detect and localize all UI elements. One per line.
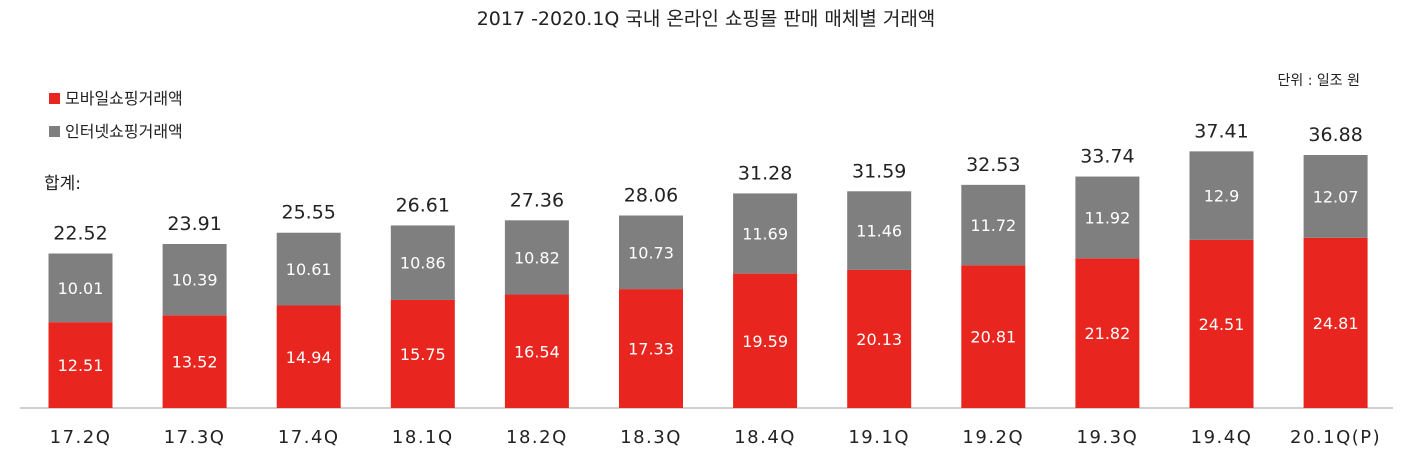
data-label-internet-10: 12.9: [1204, 187, 1240, 206]
total-label-1: 23.91: [167, 213, 221, 235]
x-tick-label-1: 17.3Q: [164, 427, 226, 448]
data-label-mobile-4: 16.54: [514, 342, 560, 361]
x-tick-label-2: 17.4Q: [278, 427, 340, 448]
data-label-mobile-2: 14.94: [286, 348, 332, 367]
bar-internet-11: [1303, 155, 1368, 238]
x-tick-label-4: 18.2Q: [506, 427, 568, 448]
bar-internet-3: [390, 225, 455, 300]
bar-internet-8: [961, 184, 1026, 266]
data-label-internet-3: 10.86: [400, 254, 446, 273]
total-label-5: 28.06: [624, 185, 678, 207]
total-label-7: 31.59: [852, 160, 906, 182]
x-tick-label-11: 20.1Q(P): [1290, 427, 1381, 448]
legend-label-mobile: 모바일쇼핑거래액: [65, 89, 183, 108]
data-label-mobile-7: 20.13: [856, 330, 902, 349]
bars-group: 12.51 10.01 22.52 17.2Q 13.52 10.39 23.91 17.3Q…: [48, 120, 1381, 448]
bar-internet-7: [847, 191, 912, 270]
bar-internet-9: [1075, 176, 1140, 259]
bar-mobile-5: [619, 289, 683, 408]
bar-internet-10: [1189, 151, 1254, 240]
bar-mobile-2: [276, 305, 341, 408]
data-label-internet-7: 11.46: [856, 222, 902, 241]
data-label-internet-4: 10.82: [514, 248, 560, 267]
data-label-mobile-1: 13.52: [172, 353, 218, 372]
bar-mobile-8: [961, 265, 1026, 408]
bar-mobile-4: [504, 294, 569, 408]
bar-mobile-7: [847, 269, 912, 408]
bar-internet-5: [619, 215, 683, 290]
total-label-3: 26.61: [396, 194, 450, 216]
data-label-internet-1: 10.39: [172, 271, 218, 290]
total-label-8: 32.53: [966, 154, 1020, 176]
x-tick-label-7: 19.1Q: [848, 427, 910, 448]
data-label-mobile-5: 17.33: [628, 340, 674, 359]
x-tick-label-9: 19.3Q: [1077, 427, 1139, 448]
total-label-6: 31.28: [738, 162, 792, 184]
data-label-internet-0: 10.01: [58, 279, 104, 298]
bar-mobile-9: [1075, 258, 1140, 408]
legend-swatch-mobile: [49, 93, 60, 104]
data-label-internet-6: 11.69: [742, 225, 788, 244]
bar-internet-6: [733, 193, 798, 274]
total-label: 합계:: [44, 174, 81, 194]
unit-label: 단위 : 일조 원: [1278, 73, 1360, 89]
bar-internet-0: [48, 253, 113, 323]
total-label-10: 37.41: [1194, 120, 1248, 142]
legend-swatch-internet: [49, 126, 60, 137]
data-label-internet-9: 11.92: [1084, 208, 1130, 227]
bar-internet-1: [162, 243, 227, 316]
data-label-mobile-0: 12.51: [58, 356, 104, 375]
bar-internet-2: [276, 232, 341, 306]
legend: 모바일쇼핑거래액 인터넷쇼핑거래액: [49, 89, 183, 141]
total-label-11: 36.88: [1308, 124, 1362, 146]
bar-mobile-10: [1189, 239, 1254, 408]
data-label-internet-2: 10.61: [286, 260, 332, 279]
data-label-mobile-9: 21.82: [1084, 324, 1130, 343]
x-tick-label-3: 18.1Q: [392, 427, 454, 448]
bar-mobile-1: [162, 315, 227, 408]
data-label-mobile-10: 24.51: [1199, 315, 1245, 334]
legend-label-internet: 인터넷쇼핑거래액: [65, 122, 183, 141]
x-tick-label-8: 19.2Q: [962, 427, 1024, 448]
total-label-9: 33.74: [1080, 146, 1134, 168]
x-tick-label-10: 19.4Q: [1191, 427, 1253, 448]
data-label-mobile-8: 20.81: [970, 328, 1016, 347]
total-label-4: 27.36: [510, 189, 564, 211]
x-tick-label-0: 17.2Q: [50, 427, 112, 448]
total-label-2: 25.55: [281, 202, 335, 224]
data-label-mobile-6: 19.59: [742, 332, 788, 351]
data-label-mobile-3: 15.75: [400, 345, 446, 364]
bar-mobile-6: [733, 273, 798, 408]
x-tick-label-6: 18.4Q: [734, 427, 796, 448]
bar-mobile-3: [390, 299, 455, 408]
data-label-mobile-11: 24.81: [1313, 314, 1359, 333]
data-label-internet-5: 10.73: [628, 243, 674, 262]
chart-title: 2017 -2020.1Q 국내 온라인 쇼핑몰 판매 매체별 거래액: [477, 8, 936, 30]
x-tick-label-5: 18.3Q: [620, 427, 682, 448]
bar-internet-4: [504, 220, 569, 295]
bar-mobile-0: [48, 322, 113, 408]
data-label-internet-8: 11.72: [970, 216, 1016, 235]
data-label-internet-11: 12.07: [1313, 187, 1359, 206]
bar-mobile-11: [1303, 237, 1368, 408]
total-label-0: 22.52: [53, 223, 107, 245]
